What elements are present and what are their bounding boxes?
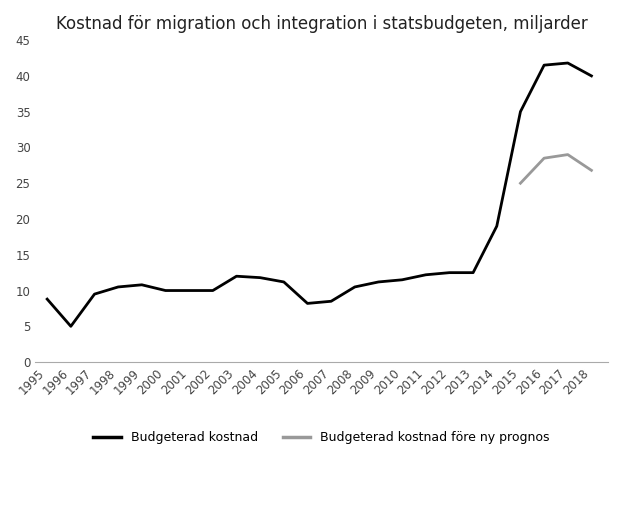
Line: Budgeterad kostnad före ny prognos: Budgeterad kostnad före ny prognos — [520, 154, 591, 183]
Budgeterad kostnad före ny prognos — [540, 155, 548, 161]
Budgeterad kostnad — [516, 109, 524, 115]
Budgeterad kostnad — [351, 284, 359, 290]
Budgeterad kostnad — [115, 284, 122, 290]
Budgeterad kostnad — [540, 62, 548, 68]
Budgeterad kostnad — [445, 269, 453, 276]
Title: Kostnad för migration och integration i statsbudgeten, miljarder: Kostnad för migration och integration i … — [56, 15, 587, 33]
Budgeterad kostnad — [162, 288, 169, 294]
Budgeterad kostnad — [233, 273, 240, 279]
Legend: Budgeterad kostnad, Budgeterad kostnad före ny prognos: Budgeterad kostnad, Budgeterad kostnad f… — [88, 426, 555, 449]
Budgeterad kostnad — [91, 291, 98, 297]
Budgeterad kostnad — [304, 300, 312, 306]
Budgeterad kostnad — [257, 275, 264, 281]
Budgeterad kostnad — [186, 288, 193, 294]
Budgeterad kostnad — [138, 282, 146, 288]
Budgeterad kostnad — [469, 269, 477, 276]
Budgeterad kostnad före ny prognos — [564, 151, 571, 158]
Budgeterad kostnad — [398, 277, 406, 283]
Budgeterad kostnad — [44, 296, 51, 302]
Budgeterad kostnad före ny prognos — [587, 167, 595, 174]
Budgeterad kostnad — [587, 73, 595, 79]
Budgeterad kostnad — [564, 60, 571, 66]
Budgeterad kostnad före ny prognos — [516, 180, 524, 186]
Line: Budgeterad kostnad: Budgeterad kostnad — [47, 63, 591, 327]
Budgeterad kostnad — [209, 288, 217, 294]
Budgeterad kostnad — [374, 279, 382, 285]
Budgeterad kostnad — [280, 279, 288, 285]
Budgeterad kostnad — [422, 271, 429, 278]
Budgeterad kostnad — [67, 323, 75, 330]
Budgeterad kostnad — [493, 223, 500, 229]
Budgeterad kostnad — [328, 298, 335, 304]
